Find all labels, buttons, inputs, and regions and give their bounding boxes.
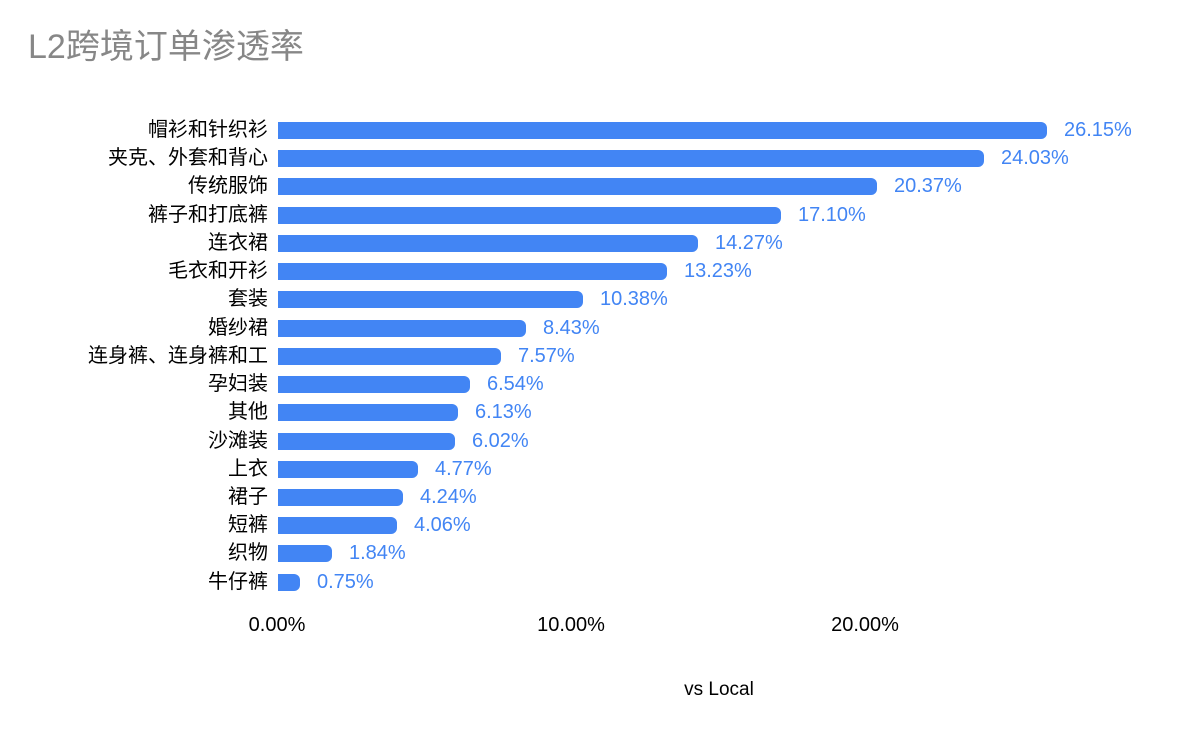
category-label: 织物	[228, 542, 268, 564]
bar	[278, 150, 984, 167]
bar	[278, 207, 781, 224]
category-label: 牛仔裤	[208, 571, 268, 593]
value-label: 13.23%	[684, 260, 752, 282]
bar	[278, 178, 877, 195]
value-label: 0.75%	[317, 571, 374, 593]
bar	[278, 489, 403, 506]
bar	[278, 574, 300, 591]
category-label: 连身裤、连身裤和工	[88, 345, 268, 367]
x-axis-tick: 0.00%	[248, 614, 306, 636]
category-label: 套装	[228, 288, 268, 310]
x-axis-title: vs Local	[684, 679, 754, 700]
bar	[278, 545, 332, 562]
value-label: 6.54%	[487, 373, 544, 395]
bar	[278, 433, 455, 450]
category-label: 婚纱裙	[208, 317, 268, 339]
category-label: 上衣	[228, 458, 268, 480]
bar	[278, 291, 583, 308]
bar	[278, 263, 667, 280]
x-axis-tick: 20.00%	[831, 614, 899, 636]
bar	[278, 235, 698, 252]
value-label: 17.10%	[798, 204, 866, 226]
category-label: 其他	[228, 401, 268, 423]
bar	[278, 461, 418, 478]
value-label: 4.06%	[414, 514, 471, 536]
category-label: 孕妇装	[208, 373, 268, 395]
bar	[278, 376, 470, 393]
value-label: 4.77%	[435, 458, 492, 480]
value-label: 10.38%	[600, 288, 668, 310]
value-label: 24.03%	[1001, 147, 1069, 169]
bar	[278, 320, 526, 337]
category-label: 帽衫和针织衫	[148, 119, 268, 141]
category-label: 毛衣和开衫	[168, 260, 268, 282]
value-label: 26.15%	[1064, 119, 1132, 141]
value-label: 6.02%	[472, 430, 529, 452]
chart-title: L2跨境订单渗透率	[28, 28, 304, 66]
category-label: 传统服饰	[188, 175, 268, 197]
x-axis-tick: 10.00%	[537, 614, 605, 636]
category-label: 裤子和打底裤	[148, 204, 268, 226]
value-label: 14.27%	[715, 232, 783, 254]
category-label: 连衣裙	[208, 232, 268, 254]
category-label: 裙子	[228, 486, 268, 508]
category-label: 短裤	[228, 514, 268, 536]
value-label: 8.43%	[543, 317, 600, 339]
value-label: 20.37%	[894, 175, 962, 197]
value-label: 1.84%	[349, 542, 406, 564]
bar	[278, 122, 1047, 139]
value-label: 4.24%	[420, 486, 477, 508]
category-label: 沙滩装	[208, 430, 268, 452]
bar	[278, 517, 397, 534]
value-label: 7.57%	[518, 345, 575, 367]
bar	[278, 348, 501, 365]
value-label: 6.13%	[475, 401, 532, 423]
category-label: 夹克、外套和背心	[108, 147, 268, 169]
bar	[278, 404, 458, 421]
